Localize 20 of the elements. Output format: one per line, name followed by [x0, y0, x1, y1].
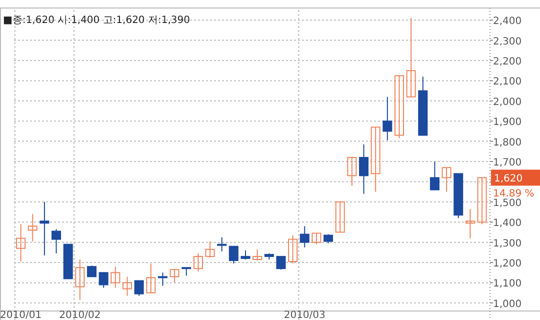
x-tick-label: 2010/02: [59, 310, 101, 320]
y-tick-label: 2,100: [493, 76, 522, 88]
y-tick-label: 2,400: [493, 16, 522, 28]
text: 1,620: [494, 174, 523, 185]
text: 14.89 %: [493, 188, 534, 200]
y-tick-label: 1,800: [493, 137, 522, 148]
y-tick-label: 1,700: [493, 158, 522, 169]
y-tick-label: 1,900: [493, 117, 522, 128]
x-tick-label: 2010/01: [0, 310, 42, 320]
y-tick-label: 2,200: [493, 56, 522, 68]
y-tick-label: 1,500: [493, 198, 522, 209]
annotation: ■종:1,620 시:1,400 고:1,620 저:1,390: [3, 15, 190, 26]
y-tick-label: 2,000: [493, 96, 522, 108]
y-tick-label: 1,200: [493, 258, 522, 270]
x-tick-label: 2010/03: [284, 310, 326, 320]
y-tick-label: 1,000: [493, 298, 522, 310]
y-tick-label: 1,100: [493, 278, 522, 290]
y-tick-label: 1,400: [493, 218, 522, 230]
y-tick-label: 2,300: [493, 36, 522, 48]
y-tick-label: 1,300: [493, 238, 522, 250]
